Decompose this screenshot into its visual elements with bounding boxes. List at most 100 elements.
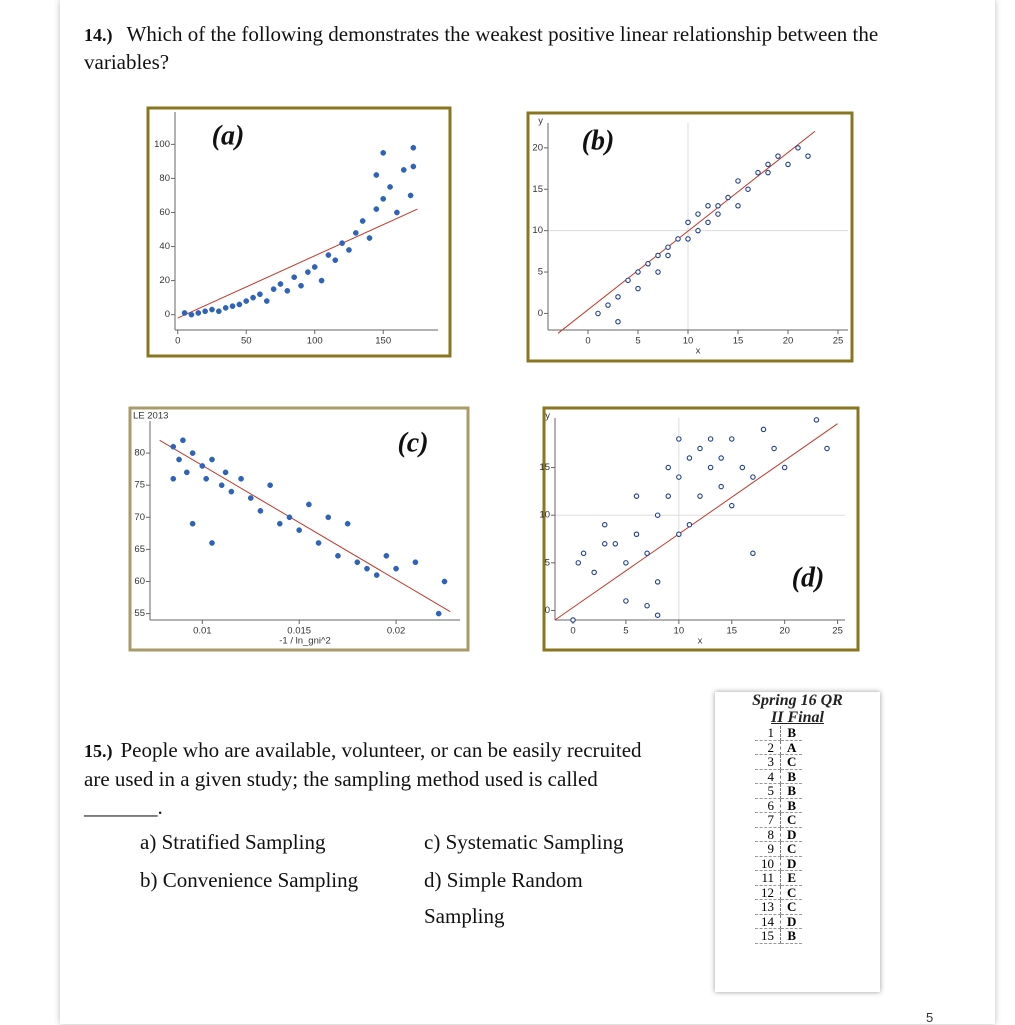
key-number: 2 (755, 740, 781, 755)
point (373, 206, 380, 212)
point (775, 153, 781, 159)
key-row: 12 C (755, 885, 803, 900)
point (218, 482, 225, 489)
point (676, 436, 682, 442)
option[interactable]: b) Convenience Sampling (140, 868, 359, 892)
point (612, 541, 619, 547)
point (655, 252, 661, 259)
point (373, 572, 380, 578)
key-answer: D (780, 827, 803, 842)
point (729, 436, 735, 442)
point (311, 264, 318, 270)
option[interactable]: c) Systematic Sampling (424, 830, 624, 854)
point (771, 445, 777, 452)
point (718, 483, 724, 490)
key-title: Spring 16 QR II Final (715, 692, 880, 726)
key-row: 10 D (755, 856, 803, 871)
point (685, 236, 691, 242)
y-axis-title: LE 2013 (133, 411, 168, 422)
point (263, 298, 270, 304)
point (595, 310, 601, 317)
y-tick-label: 55 (134, 608, 145, 619)
point (813, 417, 820, 423)
point (373, 172, 380, 178)
key-answer: A (780, 740, 803, 755)
x-tick-label: 20 (783, 336, 794, 347)
point (296, 527, 303, 533)
key-number: 4 (755, 769, 781, 784)
y-axis-title: y (545, 411, 550, 422)
fit-line (554, 423, 838, 621)
point (250, 294, 256, 301)
x-tick-label: 0 (570, 626, 575, 637)
point (625, 277, 631, 284)
point (685, 219, 691, 226)
key-answer: C (780, 885, 803, 900)
y-tick-label: 80 (159, 173, 170, 184)
fit-line (557, 130, 816, 334)
point (725, 194, 731, 201)
point (222, 469, 229, 476)
point (176, 456, 182, 463)
option[interactable]: d) Simple Random Sampling (424, 862, 624, 934)
point (575, 560, 582, 566)
option[interactable]: a) Stratified Sampling (140, 830, 326, 854)
point (635, 285, 641, 292)
point (170, 475, 177, 482)
point (615, 318, 621, 325)
fit-line (159, 439, 451, 613)
point (222, 305, 229, 311)
y-tick-label: 5 (538, 267, 543, 278)
y-tick-label: 5 (545, 557, 550, 568)
point (270, 286, 277, 292)
key-number: 12 (755, 885, 781, 900)
x-tick-label: 0 (175, 336, 180, 347)
key-answer: C (780, 812, 803, 828)
point (655, 269, 661, 275)
key-number: 6 (755, 798, 781, 813)
point (623, 598, 629, 604)
point (298, 282, 304, 289)
point (707, 436, 714, 442)
plot-frame (146, 106, 452, 358)
key-number: 15 (755, 928, 781, 944)
x-tick-label: 10 (674, 626, 685, 637)
point (315, 540, 322, 546)
point (707, 464, 714, 471)
x-tick-label: 5 (635, 336, 640, 347)
point (654, 612, 661, 618)
point (180, 437, 186, 444)
y-tick-label: 20 (159, 275, 170, 286)
plot-label: (a) (212, 120, 245, 151)
key-number: 3 (755, 754, 781, 770)
point (745, 186, 751, 192)
x-tick-label: 50 (241, 336, 252, 347)
y-tick-label: 0 (538, 308, 543, 319)
key-number: 10 (755, 856, 781, 871)
point (410, 144, 417, 151)
point (735, 178, 741, 184)
key-answer: D (780, 914, 803, 929)
point (615, 294, 621, 300)
point (170, 443, 177, 450)
x-tick-label: 25 (833, 336, 844, 347)
point (760, 426, 767, 433)
option-text: d) Simple Random Sampling (424, 868, 583, 928)
point (229, 303, 236, 310)
key-answer: C (780, 754, 803, 770)
key-number: 7 (755, 812, 781, 828)
point (366, 235, 373, 241)
key-number: 5 (755, 783, 781, 799)
point (195, 310, 202, 316)
point (665, 244, 671, 250)
point (359, 218, 366, 224)
y-tick-label: 75 (134, 480, 145, 491)
x-tick-label: 0 (585, 336, 590, 347)
point (243, 298, 250, 304)
